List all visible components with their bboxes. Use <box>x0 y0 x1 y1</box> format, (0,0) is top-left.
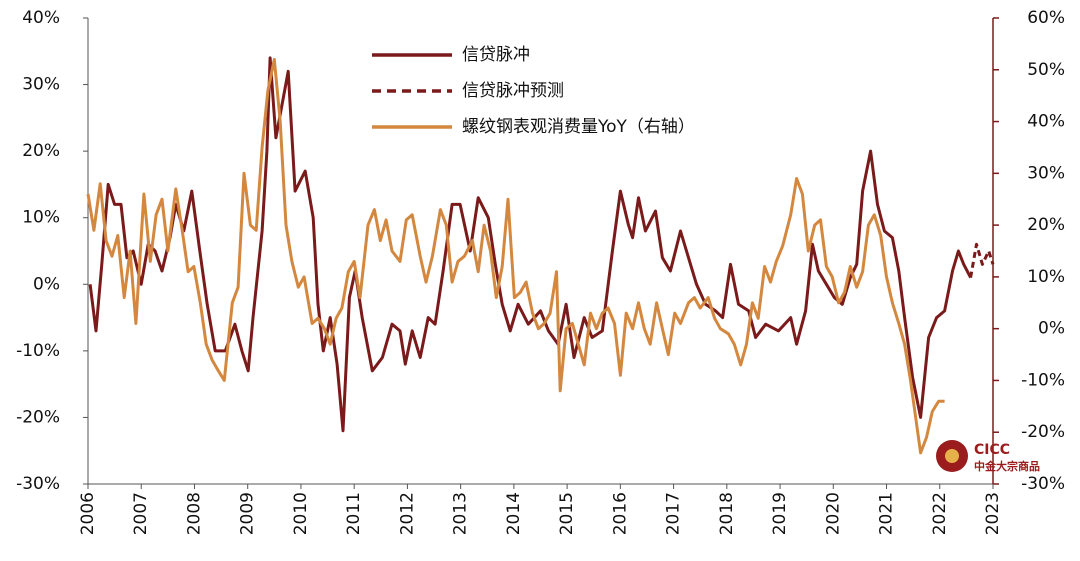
x-tick-label: 2008 <box>184 492 204 535</box>
x-tick-label: 2022 <box>930 492 950 535</box>
x-tick-label: 2006 <box>78 492 98 535</box>
series-line <box>969 242 995 278</box>
x-tick-label: 2010 <box>291 492 311 535</box>
y-tick-label: 40% <box>22 8 60 28</box>
logo-subtext: 中金大宗商品 <box>974 459 1040 473</box>
y-tick-label: 0% <box>33 274 60 294</box>
x-tick-label: 2020 <box>823 492 843 535</box>
y-tick-label: -10% <box>16 341 60 361</box>
x-tick-label: 2011 <box>344 492 364 535</box>
x-tick-label: 2023 <box>983 492 1003 535</box>
y2-tick-label: 60% <box>1027 8 1065 28</box>
x-tick-label: 2019 <box>770 492 790 535</box>
y-tick-label: 20% <box>22 141 60 161</box>
y2-tick-label: 20% <box>1027 215 1065 235</box>
x-tick-label: 2015 <box>557 492 577 535</box>
series-line <box>88 56 972 433</box>
legend-label: 信贷脉冲 <box>462 45 530 65</box>
y2-tick-label: 30% <box>1027 163 1065 183</box>
logo-text: CICC <box>974 442 1010 458</box>
legend-label: 信贷脉冲预测 <box>462 81 564 101</box>
y-tick-label: -20% <box>16 407 60 427</box>
y-tick-label: -30% <box>16 474 60 494</box>
y2-tick-label: -20% <box>1021 422 1065 442</box>
y2-tick-label: 10% <box>1027 267 1065 287</box>
y2-tick-label: -10% <box>1021 370 1065 390</box>
y2-tick-label: -30% <box>1021 474 1065 494</box>
logo-inner <box>945 449 959 463</box>
x-tick-label: 2007 <box>131 492 151 535</box>
series-line <box>86 57 945 455</box>
y-tick-label: 30% <box>22 75 60 95</box>
y2-tick-label: 40% <box>1027 112 1065 132</box>
x-tick-label: 2018 <box>717 492 737 535</box>
y2-tick-label: 0% <box>1038 319 1065 339</box>
x-tick-label: 2009 <box>238 492 258 535</box>
legend-label: 螺纹钢表观消费量YoY（右轴） <box>462 117 695 137</box>
x-tick-label: 2012 <box>397 492 417 535</box>
x-tick-label: 2013 <box>451 492 471 535</box>
x-tick-label: 2017 <box>664 492 684 535</box>
y-tick-label: 10% <box>22 208 60 228</box>
x-tick-label: 2014 <box>504 492 524 535</box>
x-tick-label: 2016 <box>610 492 630 535</box>
y2-tick-label: 50% <box>1027 60 1065 80</box>
x-tick-label: 2021 <box>877 492 897 535</box>
